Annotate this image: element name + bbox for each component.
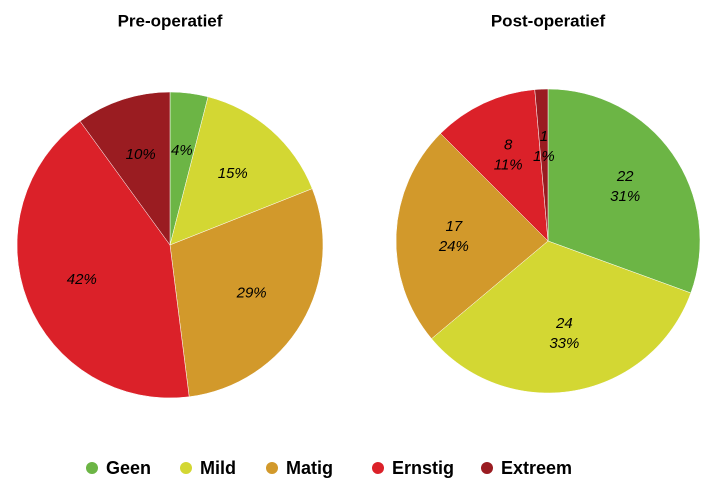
legend-swatch xyxy=(481,462,493,474)
pie-slice xyxy=(169,96,313,246)
data-label: 10% xyxy=(126,146,156,163)
data-label: 8 xyxy=(504,137,513,154)
pie-slice xyxy=(16,120,190,399)
legend-label: Matig xyxy=(286,458,333,478)
legend-label: Extreem xyxy=(501,458,572,478)
data-label: 1 xyxy=(540,128,548,145)
legend-swatch xyxy=(372,462,384,474)
chart-title: Post-operatief xyxy=(491,11,606,30)
data-label: 42% xyxy=(67,271,97,288)
data-label: 33% xyxy=(549,335,579,352)
pie-slice xyxy=(79,91,171,246)
legend-swatch xyxy=(180,462,192,474)
data-label: 17 xyxy=(446,218,463,235)
legend-label: Geen xyxy=(106,458,151,478)
chart-title: Pre-operatief xyxy=(118,11,223,30)
legend-label: Mild xyxy=(200,458,236,478)
data-label: 1% xyxy=(533,148,555,165)
data-label: 15% xyxy=(218,165,248,182)
data-label: 11% xyxy=(494,157,523,174)
data-label: 31% xyxy=(610,188,640,205)
pie-slice xyxy=(395,133,549,340)
pie-slice xyxy=(440,89,549,242)
legend-label: Ernstig xyxy=(392,458,454,478)
data-label: 29% xyxy=(236,284,267,301)
legend-swatch xyxy=(86,462,98,474)
data-label: 22 xyxy=(616,168,634,185)
pie-slice xyxy=(534,88,549,242)
data-label: 24% xyxy=(438,238,469,255)
pie-slice xyxy=(431,240,692,394)
legend-swatch xyxy=(266,462,278,474)
data-label: 4% xyxy=(171,142,193,159)
pie-slice xyxy=(547,88,701,294)
data-label: 24 xyxy=(555,315,573,332)
pie-slice xyxy=(169,188,324,398)
